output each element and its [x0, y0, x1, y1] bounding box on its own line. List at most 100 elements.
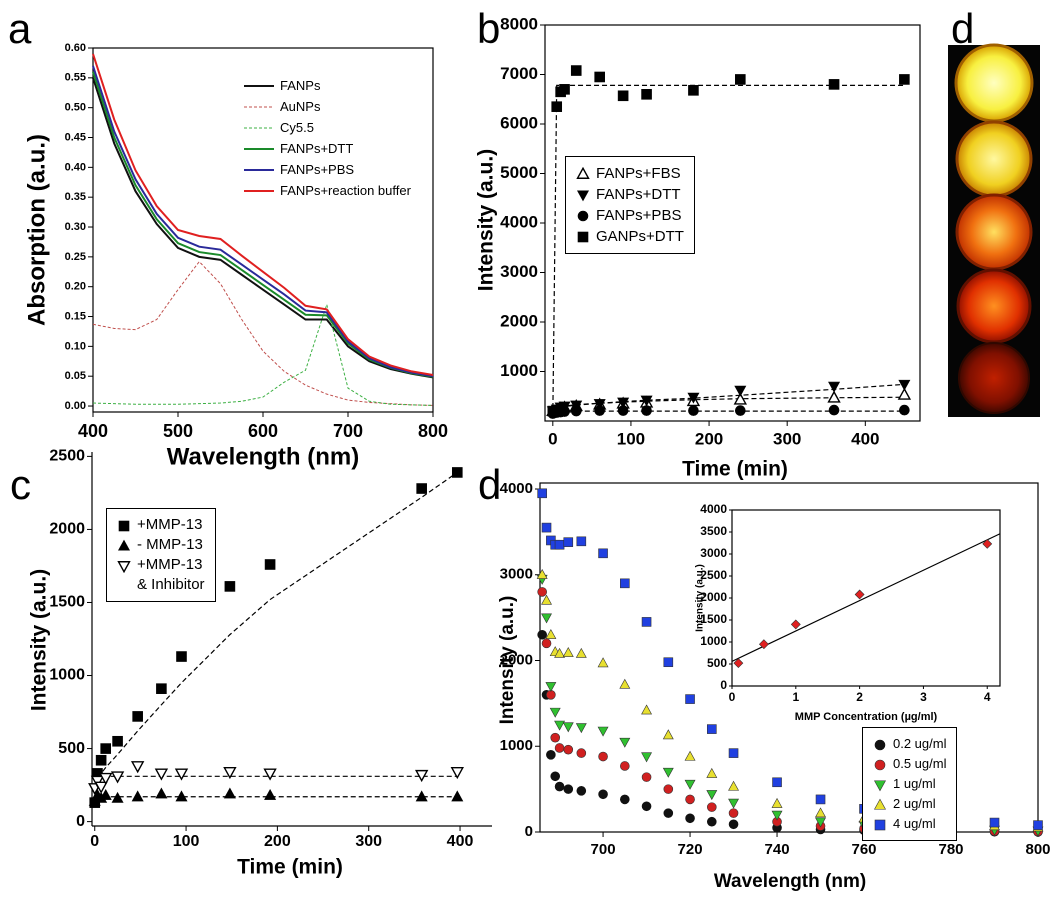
x-tick-label: 0 — [729, 690, 736, 704]
marker — [576, 536, 587, 547]
y-tick-label: 0.35 — [65, 191, 86, 203]
y-tick-label: 0.50 — [65, 102, 86, 114]
legend-entry: +MMP-13 — [115, 515, 205, 535]
marker — [684, 750, 696, 761]
marker — [663, 784, 674, 794]
marker — [111, 791, 124, 803]
legend-entry: FANPs+DTT — [574, 184, 684, 205]
marker — [617, 405, 629, 416]
fit-line — [552, 84, 905, 417]
x-tick-label: 300 — [773, 429, 801, 448]
marker — [873, 780, 887, 792]
marker — [897, 387, 912, 400]
marker — [641, 405, 652, 416]
legend-label: 4 ug/ml — [893, 816, 936, 831]
y-tick-label: 0 — [720, 678, 727, 692]
y-tick-label: 2500 — [700, 568, 727, 582]
marker — [414, 769, 429, 783]
marker — [597, 726, 609, 737]
y-tick-label: 0.20 — [65, 281, 86, 293]
marker — [728, 780, 740, 791]
marker — [576, 167, 590, 179]
marker — [733, 658, 744, 669]
marker — [663, 657, 674, 668]
legend-swatch — [118, 520, 130, 532]
marker — [176, 651, 187, 662]
marker — [575, 647, 587, 658]
marker — [641, 704, 653, 715]
y-tick-label: 1000 — [49, 667, 85, 684]
marker — [598, 548, 608, 559]
marker — [547, 405, 559, 417]
marker — [662, 767, 674, 778]
marker — [619, 678, 631, 689]
y-tick-label: 500 — [58, 740, 85, 757]
marker — [132, 711, 143, 722]
legend-entry: - MMP-13 — [115, 535, 205, 555]
marker — [815, 817, 826, 828]
x-tick-label: 2 — [856, 690, 863, 704]
marker — [620, 761, 630, 771]
legend-swatch — [244, 106, 274, 108]
marker — [598, 751, 608, 762]
y-tick-label: 0.00 — [65, 400, 86, 412]
x-tick-label: 800 — [1025, 841, 1050, 858]
legend-swatch — [576, 190, 590, 202]
legend-label: Cy5.5 — [280, 120, 314, 135]
legend-label: 1 ug/ml — [893, 776, 936, 791]
x-tick-label: 700 — [591, 841, 616, 858]
marker — [415, 790, 428, 802]
x-tick-label: 760 — [852, 841, 877, 858]
well-image — [948, 43, 1040, 417]
legend-swatch — [874, 759, 886, 771]
y-tick-label: 1500 — [49, 594, 85, 611]
legend-label: FANPs+PBS — [280, 162, 355, 177]
y-tick-label: 5000 — [500, 163, 538, 182]
legend-swatch — [874, 739, 886, 751]
marker — [706, 724, 717, 734]
legend-label: FANPs+PBS — [596, 207, 682, 224]
x-axis-title: Time (min) — [682, 458, 788, 481]
marker — [554, 647, 566, 658]
marker — [771, 797, 783, 808]
marker — [594, 71, 605, 83]
marker — [112, 735, 123, 747]
marker — [641, 89, 652, 100]
legend-swatch — [874, 819, 886, 831]
x-axis-title: Wavelength (nm) — [167, 443, 359, 470]
marker — [641, 617, 652, 627]
legend-entry: 2 ug/ml — [871, 794, 946, 814]
x-tick-label: 200 — [695, 429, 723, 448]
legend-entry: Cy5.5 — [242, 117, 411, 138]
marker — [117, 539, 131, 551]
marker — [541, 522, 552, 533]
marker — [541, 594, 552, 605]
marker — [554, 720, 566, 731]
legend-label: FANPs+FBS — [596, 165, 681, 182]
marker — [576, 190, 590, 202]
marker — [828, 404, 840, 416]
marker — [264, 788, 277, 800]
marker — [662, 729, 674, 740]
marker — [771, 810, 783, 821]
marker — [620, 794, 630, 805]
marker — [733, 392, 747, 405]
x-tick-label: 0 — [548, 429, 557, 448]
marker — [559, 406, 570, 417]
marker — [598, 789, 608, 800]
marker — [576, 786, 587, 796]
legend-entry: FANPs — [242, 75, 411, 96]
marker — [117, 561, 131, 573]
y-tick-label: 6000 — [500, 113, 538, 132]
legend-label: 0.5 ug/ml — [893, 756, 947, 771]
legend-swatch — [577, 210, 589, 222]
panel-label: a — [8, 5, 32, 52]
line-series — [92, 53, 434, 376]
marker — [155, 787, 168, 799]
y-axis-title: Intensity (a.u.) — [475, 149, 498, 291]
legend-entry: FANPs+PBS — [574, 205, 684, 226]
marker — [563, 744, 574, 755]
marker — [559, 84, 570, 95]
marker — [1033, 820, 1043, 830]
